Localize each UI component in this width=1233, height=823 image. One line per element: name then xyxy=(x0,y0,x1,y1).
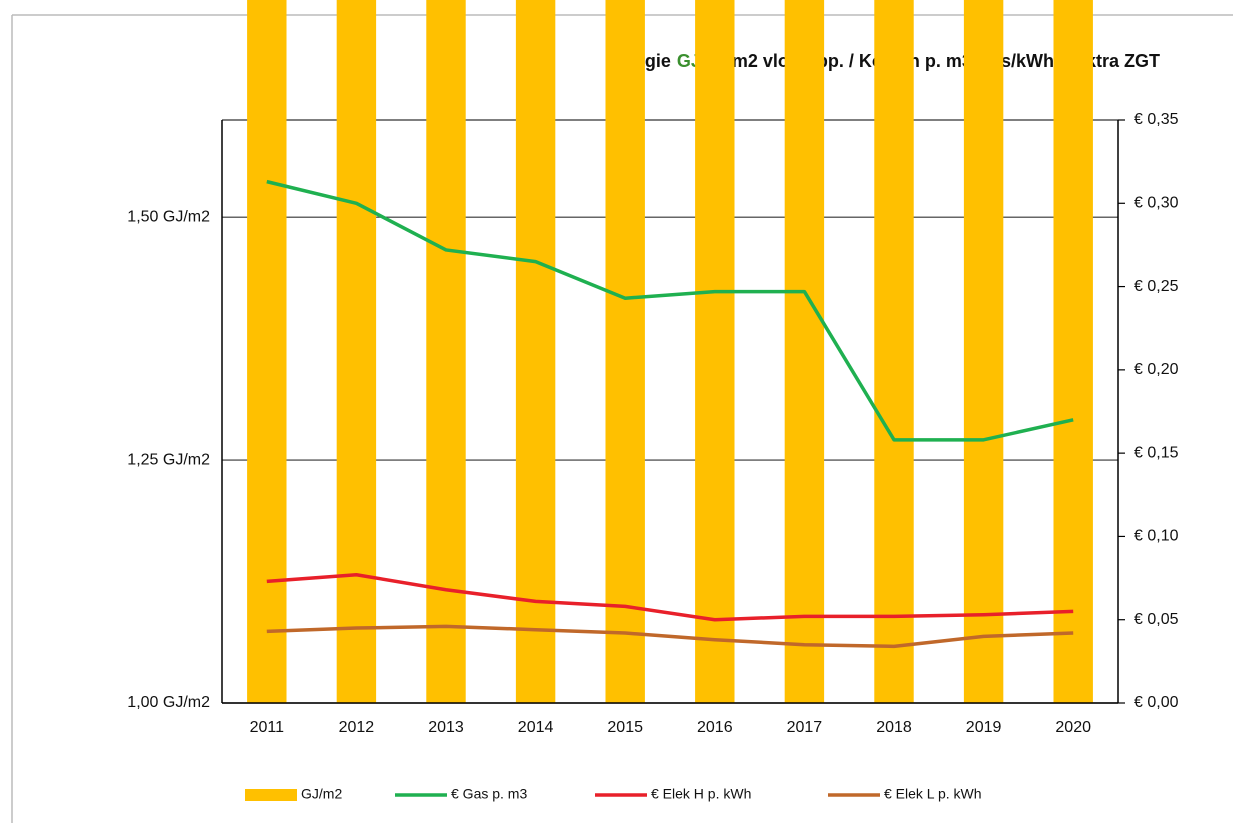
bar xyxy=(963,0,1004,704)
x-tick-label: 2018 xyxy=(876,719,912,736)
x-tick-label: 2020 xyxy=(1055,719,1091,736)
y2-tick-label: € 0,25 xyxy=(1134,278,1179,295)
bar xyxy=(605,0,645,704)
x-tick-label: 2011 xyxy=(250,719,285,736)
y-tick-label: 1,50 GJ/m2 xyxy=(127,208,210,225)
bar xyxy=(426,0,466,703)
y-tick-label: 1,00 GJ/m2 xyxy=(127,694,210,711)
bar xyxy=(695,0,735,703)
legend-label: € Elek H p. kWh xyxy=(651,786,751,802)
bar xyxy=(874,0,914,704)
legend-label: € Elek L p. kWh xyxy=(884,786,982,802)
y2-tick-label: € 0,35 xyxy=(1134,111,1179,128)
bar xyxy=(1053,0,1093,703)
y2-tick-label: € 0,05 xyxy=(1134,611,1179,628)
title-highlight: GJ xyxy=(677,51,701,71)
legend-label: € Gas p. m3 xyxy=(451,786,527,802)
y2-tick-label: € 0,10 xyxy=(1134,528,1179,545)
bar xyxy=(515,0,556,704)
legend-label: GJ/m2 xyxy=(301,786,342,802)
x-tick-label: 2019 xyxy=(966,719,1002,736)
line xyxy=(266,179,1074,442)
x-tick-label: 2013 xyxy=(428,719,464,736)
line xyxy=(266,572,1074,622)
x-tick-label: 2016 xyxy=(697,719,733,736)
y2-tick-label: € 0,00 xyxy=(1134,694,1179,711)
line xyxy=(266,624,1074,649)
y-tick-label: 1,25 GJ/m2 xyxy=(127,451,210,468)
x-tick-label: 2015 xyxy=(607,719,643,736)
bar xyxy=(336,0,377,703)
x-tick-label: 2014 xyxy=(518,719,554,736)
y2-tick-label: € 0,20 xyxy=(1134,361,1179,378)
bar xyxy=(784,0,825,704)
y2-tick-label: € 0,30 xyxy=(1134,195,1179,212)
legend-swatch xyxy=(245,789,297,801)
x-tick-label: 2017 xyxy=(787,719,823,736)
x-tick-label: 2012 xyxy=(339,719,375,736)
bar xyxy=(247,0,287,703)
y2-tick-label: € 0,15 xyxy=(1134,444,1179,461)
